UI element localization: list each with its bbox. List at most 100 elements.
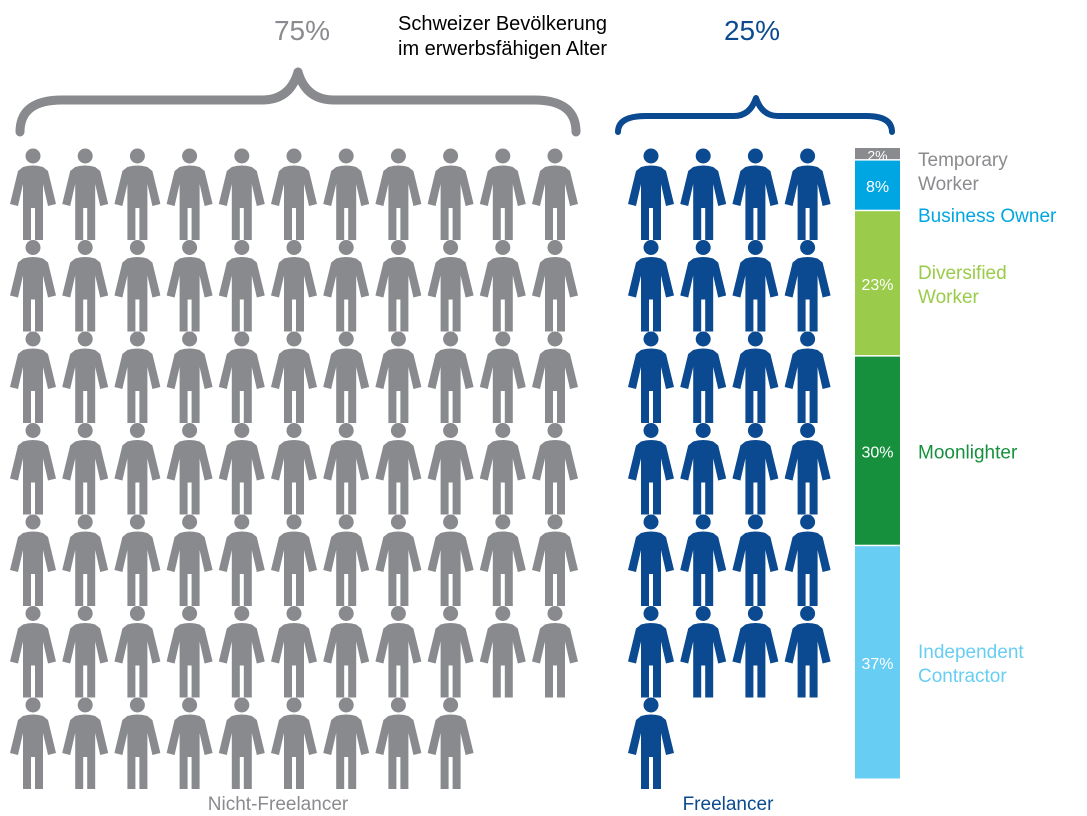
non-freelancer-person-icon	[375, 240, 422, 332]
chart-title-line-1: Schweizer Bevölkerung	[398, 13, 607, 35]
freelancer-person-icon	[628, 514, 674, 606]
non-freelancer-person-icon	[532, 514, 578, 606]
non-freelancer-icons	[10, 148, 578, 789]
non-freelancer-person-icon	[271, 514, 317, 606]
freelancer-person-icon	[628, 606, 674, 698]
non-freelancer-person-icon	[166, 514, 213, 606]
non-freelancer-person-icon	[323, 148, 370, 240]
non-freelancer-person-icon	[62, 697, 109, 789]
non-freelancer-person-icon	[10, 423, 56, 515]
non-freelancer-person-icon	[10, 697, 56, 789]
non-freelancer-person-icon	[375, 148, 422, 240]
non-freelancer-person-icon	[271, 148, 317, 240]
breakdown-segment	[855, 160, 900, 210]
non-freelancer-person-icon	[166, 148, 213, 240]
freelancer-person-icon	[784, 423, 831, 515]
non-freelancer-person-icon	[427, 697, 474, 789]
non-freelancer-person-icon	[114, 240, 161, 332]
non-freelancer-person-icon	[323, 331, 370, 423]
non-freelancer-person-icon	[427, 423, 474, 515]
breakdown-segment	[855, 211, 900, 356]
non-freelancer-person-icon	[114, 423, 161, 515]
non-freelancer-person-icon	[323, 240, 370, 332]
non-freelancer-person-icon	[166, 606, 213, 698]
non-freelancer-person-icon	[427, 331, 474, 423]
freelancer-person-icon	[628, 240, 674, 332]
non-freelancer-person-icon	[532, 240, 578, 332]
freelancer-person-icon	[680, 331, 727, 423]
freelancer-breakdown-legend: Temporary Worker Business Owner Diversified…	[918, 150, 1057, 687]
freelancer-person-icon	[680, 514, 727, 606]
non-freelancer-person-icon	[532, 423, 578, 515]
non-freelancer-person-icon	[427, 514, 474, 606]
non-freelancer-person-icon	[114, 606, 161, 698]
brace-non-freelancer	[15, 67, 581, 137]
non-freelancer-person-icon	[427, 148, 474, 240]
freelancer-person-icon	[784, 514, 831, 606]
breakdown-segment	[855, 546, 900, 779]
freelancer-person-icon	[732, 148, 779, 240]
freelancer-person-icon	[628, 331, 674, 423]
non-freelancer-person-icon	[62, 606, 109, 698]
non-freelancer-person-icon	[114, 148, 161, 240]
non-freelancer-person-icon	[479, 423, 526, 515]
non-freelancer-person-icon	[62, 514, 109, 606]
non-freelancer-person-icon	[62, 331, 109, 423]
non-freelancer-person-icon	[62, 148, 109, 240]
non-freelancer-person-icon	[218, 606, 265, 698]
freelancer-person-icon	[732, 423, 779, 515]
non-freelancer-person-icon	[427, 606, 474, 698]
non-freelancer-person-icon	[166, 423, 213, 515]
breakdown-segment-name: Contractor	[918, 666, 1007, 687]
group-share-non-freelancer: 75%	[274, 15, 330, 46]
freelancer-breakdown-bar: 2% 8% 23% 30% 37%	[855, 147, 900, 779]
breakdown-segment-name: Diversified	[918, 263, 1007, 284]
freelancer-person-icon	[680, 423, 727, 515]
freelancer-person-icon	[784, 606, 831, 698]
breakdown-segment-label: 37%	[861, 656, 893, 673]
freelancer-person-icon	[680, 148, 727, 240]
non-freelancer-person-icon	[532, 148, 578, 240]
non-freelancer-person-icon	[218, 423, 265, 515]
non-freelancer-person-icon	[271, 606, 317, 698]
non-freelancer-person-icon	[114, 331, 161, 423]
non-freelancer-person-icon	[479, 148, 526, 240]
non-freelancer-person-icon	[375, 423, 422, 515]
non-freelancer-person-icon	[375, 697, 422, 789]
freelancer-person-icon	[784, 148, 831, 240]
non-freelancer-person-icon	[479, 514, 526, 606]
non-freelancer-person-icon	[166, 240, 213, 332]
freelancer-person-icon	[732, 331, 779, 423]
freelancer-person-icon	[680, 240, 727, 332]
non-freelancer-person-icon	[218, 514, 265, 606]
freelancer-person-icon	[732, 606, 779, 698]
freelancer-icons	[628, 148, 831, 789]
non-freelancer-person-icon	[10, 240, 56, 332]
non-freelancer-person-icon	[218, 240, 265, 332]
breakdown-segment-name: Worker	[918, 174, 980, 195]
freelancer-person-icon	[732, 514, 779, 606]
breakdown-segment	[855, 148, 900, 160]
non-freelancer-person-icon	[10, 148, 56, 240]
group-share-freelancer: 25%	[724, 15, 780, 46]
breakdown-segment	[855, 356, 900, 545]
non-freelancer-person-icon	[62, 423, 109, 515]
freelancer-person-icon	[628, 697, 674, 789]
non-freelancer-person-icon	[375, 606, 422, 698]
non-freelancer-person-icon	[532, 606, 578, 698]
non-freelancer-person-icon	[375, 331, 422, 423]
non-freelancer-person-icon	[166, 697, 213, 789]
non-freelancer-person-icon	[271, 423, 317, 515]
non-freelancer-person-icon	[114, 697, 161, 789]
breakdown-segment-label: 23%	[861, 277, 893, 294]
non-freelancer-person-icon	[218, 331, 265, 423]
non-freelancer-person-icon	[10, 606, 56, 698]
group-name-freelancer: Freelancer	[683, 794, 774, 815]
non-freelancer-person-icon	[10, 514, 56, 606]
non-freelancer-person-icon	[271, 697, 317, 789]
non-freelancer-person-icon	[532, 331, 578, 423]
breakdown-segment-label: 30%	[861, 444, 893, 461]
breakdown-segment-name: Temporary	[918, 150, 1008, 171]
non-freelancer-person-icon	[271, 331, 317, 423]
